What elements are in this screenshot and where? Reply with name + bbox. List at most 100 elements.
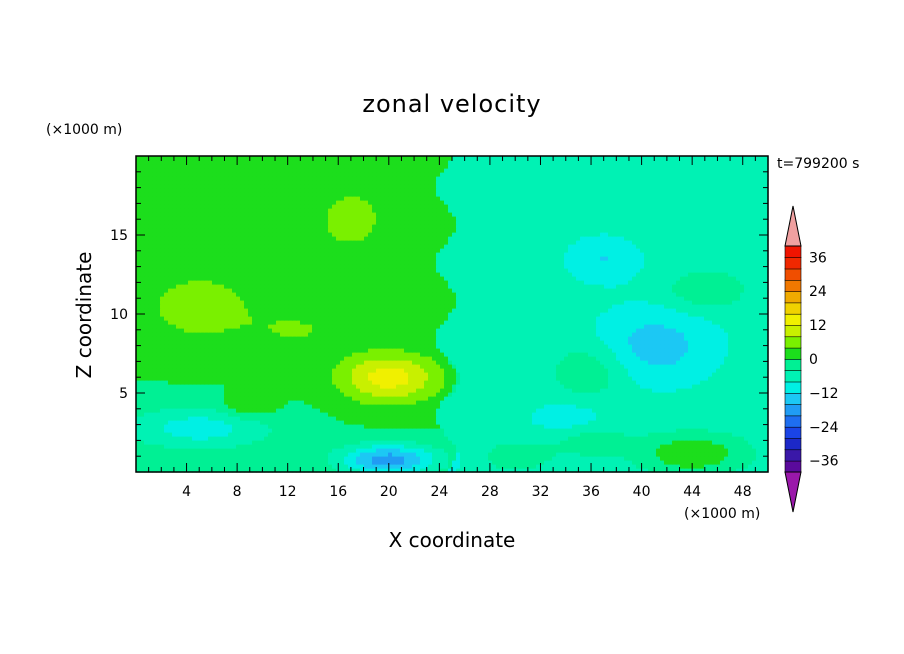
field-cell (304, 380, 309, 385)
field-cell (484, 444, 489, 449)
field-cell (272, 372, 277, 377)
field-cell (528, 356, 533, 361)
field-cell (280, 456, 285, 461)
field-cell (172, 376, 177, 381)
field-cell (272, 428, 277, 433)
field-cell (672, 412, 677, 417)
field-cell (588, 412, 593, 417)
field-cell (420, 396, 425, 401)
field-cell (424, 348, 429, 353)
field-cell (336, 388, 341, 393)
field-cell (264, 356, 269, 361)
field-cell (352, 432, 357, 437)
field-cell (692, 428, 697, 433)
field-cell (328, 444, 333, 449)
field-cell (224, 460, 229, 465)
field-cell (712, 360, 717, 365)
field-cell (712, 420, 717, 425)
field-cell (396, 408, 401, 413)
field-cell (360, 360, 365, 365)
field-cell (528, 396, 533, 401)
field-cell (368, 412, 373, 417)
field-cell (232, 408, 237, 413)
field-cell (212, 396, 217, 401)
field-cell (184, 344, 189, 349)
field-cell (636, 428, 641, 433)
field-cell (636, 348, 641, 353)
field-cell (524, 372, 529, 377)
field-cell (148, 420, 153, 425)
field-cell (428, 432, 433, 437)
field-cell (660, 348, 665, 353)
field-cell (684, 356, 689, 361)
field-cell (220, 432, 225, 437)
field-cell (252, 396, 257, 401)
field-cell (188, 416, 193, 421)
field-cell (372, 428, 377, 433)
field-cell (304, 436, 309, 441)
field-cell (440, 440, 445, 445)
field-cell (556, 456, 561, 461)
field-cell (144, 376, 149, 381)
field-cell (636, 468, 641, 473)
field-cell (520, 428, 525, 433)
field-cell (664, 380, 669, 385)
field-cell (724, 436, 729, 441)
field-cell (560, 436, 565, 441)
field-cell (588, 440, 593, 445)
field-cell (664, 364, 669, 369)
field-cell (268, 408, 273, 413)
field-cell (184, 404, 189, 409)
field-cell (432, 344, 437, 349)
field-cell (392, 448, 397, 453)
field-cell (724, 452, 729, 457)
field-cell (536, 348, 541, 353)
field-cell (436, 400, 441, 405)
field-cell (588, 436, 593, 441)
field-cell (380, 360, 385, 365)
field-cell (488, 452, 493, 457)
field-cell (740, 416, 745, 421)
field-cell (324, 432, 329, 437)
field-cell (428, 404, 433, 409)
field-cell (708, 364, 713, 369)
field-cell (172, 380, 177, 385)
field-cell (468, 396, 473, 401)
field-cell (564, 348, 569, 353)
field-cell (260, 356, 265, 361)
field-cell (364, 388, 369, 393)
field-cell (384, 380, 389, 385)
field-cell (340, 424, 345, 429)
field-cell (180, 360, 185, 365)
field-cell (388, 432, 393, 437)
field-cell (652, 444, 657, 449)
field-cell (544, 380, 549, 385)
field-cell (268, 384, 273, 389)
field-cell (248, 468, 253, 473)
field-cell (472, 352, 477, 357)
field-cell (532, 384, 537, 389)
field-cell (388, 456, 393, 461)
field-cell (672, 456, 677, 461)
field-cell (180, 380, 185, 385)
field-cell (184, 424, 189, 429)
field-cell (604, 396, 609, 401)
field-cell (140, 400, 145, 405)
field-cell (376, 380, 381, 385)
field-cell (260, 424, 265, 429)
chart-title: zonal velocity (362, 90, 541, 118)
field-cell (588, 364, 593, 369)
field-cell (528, 456, 533, 461)
field-cell (692, 408, 697, 413)
field-cell (736, 348, 741, 353)
field-cell (568, 404, 573, 409)
field-cell (244, 420, 249, 425)
field-cell (532, 420, 537, 425)
field-cell (216, 388, 221, 393)
field-cell (140, 424, 145, 429)
field-cell (544, 356, 549, 361)
field-cell (412, 364, 417, 369)
field-cell (284, 372, 289, 377)
field-cell (556, 364, 561, 369)
field-cell (564, 372, 569, 377)
